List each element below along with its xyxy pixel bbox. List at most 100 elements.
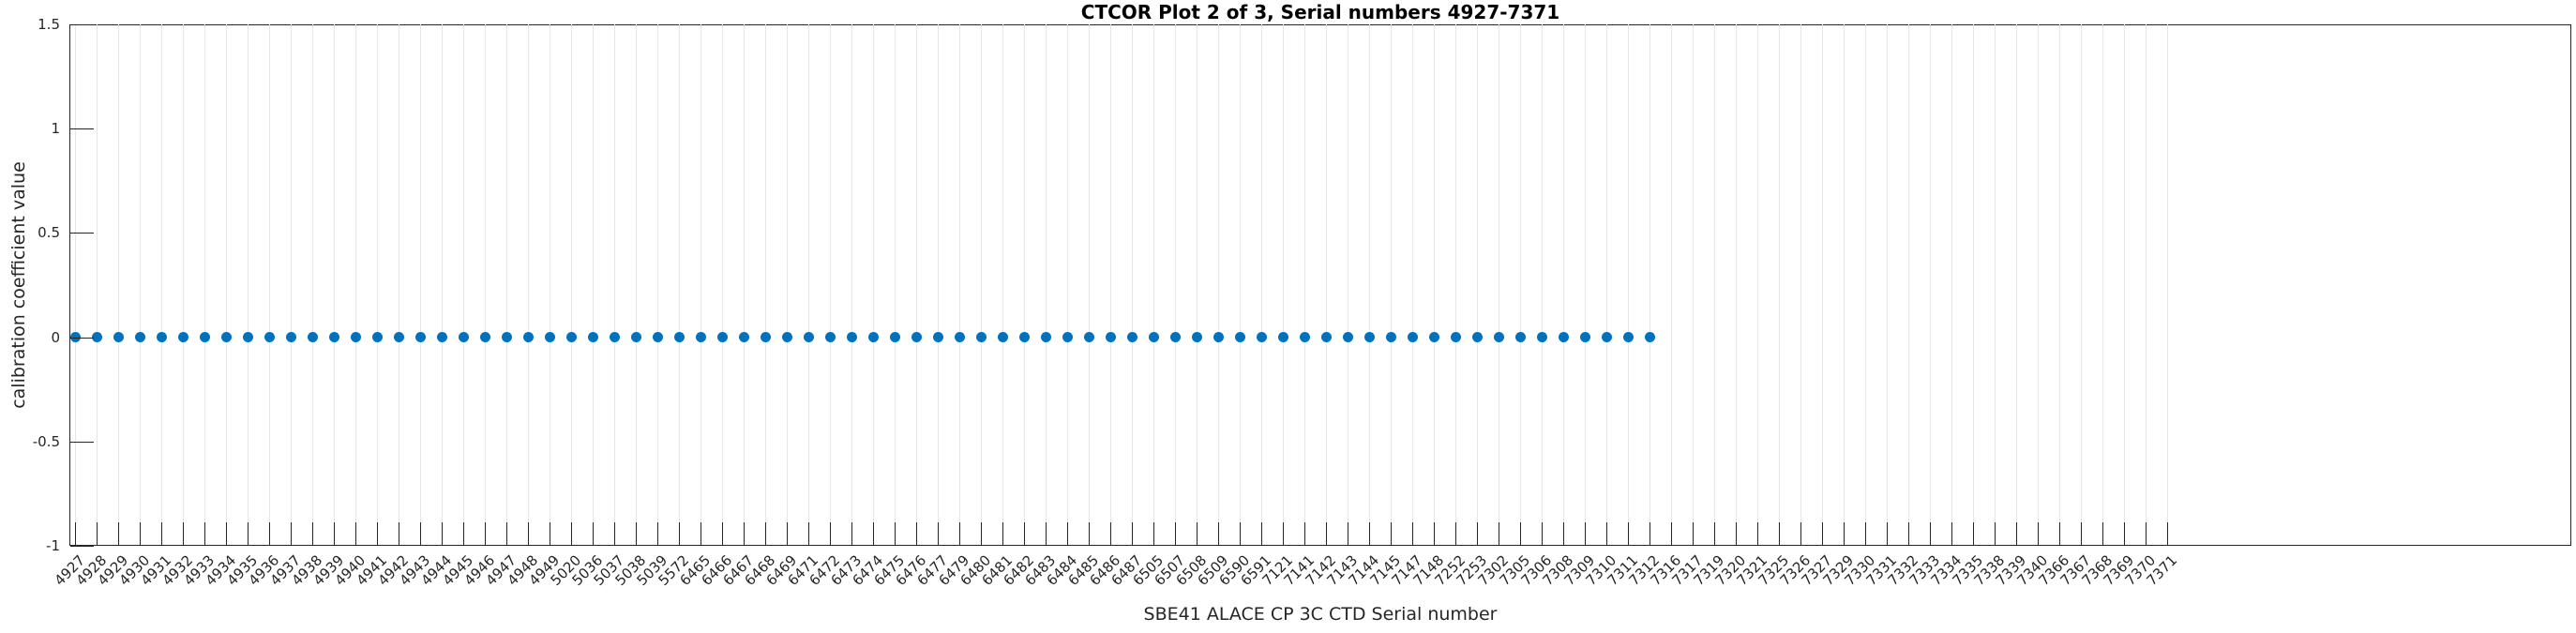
- x-gridline: [377, 24, 378, 546]
- x-tick-mark: [571, 522, 572, 546]
- x-gridline: [291, 24, 292, 546]
- x-tick-mark: [1908, 522, 1909, 546]
- x-gridline: [938, 24, 939, 546]
- x-tick-mark: [528, 522, 529, 546]
- x-gridline: [614, 24, 615, 546]
- data-point: [393, 332, 404, 343]
- data-point: [1213, 332, 1224, 343]
- x-tick-mark: [75, 522, 76, 546]
- x-tick-mark: [1434, 522, 1435, 546]
- x-tick-mark: [636, 522, 637, 546]
- x-gridline: [1693, 24, 1694, 546]
- x-gridline: [1391, 24, 1392, 546]
- y-tick-mark: [70, 233, 94, 234]
- x-tick-mark: [851, 522, 852, 546]
- x-gridline: [916, 24, 917, 546]
- x-tick-mark: [787, 522, 788, 546]
- x-gridline: [2146, 24, 2147, 546]
- data-point: [738, 332, 749, 343]
- x-tick-mark: [226, 522, 227, 546]
- x-tick-mark: [1153, 522, 1154, 546]
- x-tick-mark: [1520, 522, 1521, 546]
- data-point: [565, 332, 577, 343]
- x-tick-mark: [593, 522, 594, 546]
- y-tick-mark: [70, 337, 94, 339]
- x-tick-mark: [1477, 522, 1478, 546]
- y-tick-label: 1: [51, 120, 60, 138]
- x-tick-mark: [938, 522, 939, 546]
- x-tick-mark: [463, 522, 464, 546]
- data-point: [1407, 332, 1418, 343]
- x-tick-mark: [2059, 522, 2060, 546]
- x-gridline: [1067, 24, 1068, 546]
- data-point: [911, 332, 922, 343]
- x-gridline: [2167, 24, 2168, 546]
- x-gridline: [1844, 24, 1845, 546]
- x-tick-mark: [183, 522, 184, 546]
- x-gridline: [463, 24, 464, 546]
- x-gridline: [1218, 24, 1219, 546]
- x-tick-mark: [2167, 522, 2168, 546]
- data-point: [1018, 332, 1030, 343]
- x-tick-mark: [204, 522, 205, 546]
- x-gridline: [679, 24, 680, 546]
- y-tick-label: -1: [46, 537, 60, 554]
- x-tick-mark: [1542, 522, 1543, 546]
- y-tick-mark: [70, 24, 94, 25]
- data-point: [587, 332, 598, 343]
- data-point: [695, 332, 706, 343]
- x-tick-mark: [657, 522, 658, 546]
- x-gridline: [485, 24, 486, 546]
- data-point: [1191, 332, 1202, 343]
- data-point: [458, 332, 469, 343]
- data-point: [824, 332, 836, 343]
- x-gridline: [1973, 24, 1974, 546]
- data-point: [975, 332, 987, 343]
- x-tick-mark: [981, 522, 982, 546]
- x-gridline: [1606, 24, 1607, 546]
- x-gridline: [334, 24, 335, 546]
- data-point: [242, 332, 253, 343]
- x-gridline: [204, 24, 205, 546]
- x-gridline: [787, 24, 788, 546]
- data-point: [436, 332, 447, 343]
- data-point: [544, 332, 555, 343]
- data-point: [1256, 332, 1267, 343]
- x-tick-mark: [1844, 522, 1845, 546]
- x-gridline: [1477, 24, 1478, 546]
- x-tick-mark: [1132, 522, 1133, 546]
- x-gridline: [722, 24, 723, 546]
- data-point: [328, 332, 339, 343]
- data-point: [609, 332, 620, 343]
- x-gridline: [140, 24, 141, 546]
- x-gridline: [593, 24, 594, 546]
- data-point: [997, 332, 1008, 343]
- x-gridline: [1887, 24, 1888, 546]
- x-tick-mark: [1951, 522, 1952, 546]
- x-gridline: [1628, 24, 1629, 546]
- x-tick-mark: [118, 522, 119, 546]
- data-point: [1450, 332, 1461, 343]
- x-gridline: [183, 24, 184, 546]
- x-tick-mark: [1455, 522, 1456, 546]
- data-point: [1471, 332, 1483, 343]
- data-point: [479, 332, 490, 343]
- x-tick-mark: [291, 522, 292, 546]
- x-tick-mark: [1261, 522, 1262, 546]
- data-point: [1083, 332, 1094, 343]
- data-point: [760, 332, 771, 343]
- x-tick-mark: [420, 522, 421, 546]
- y-tick-label: 0.5: [38, 224, 60, 242]
- x-tick-mark: [1585, 522, 1586, 546]
- x-tick-mark: [959, 522, 960, 546]
- data-point: [1428, 332, 1439, 343]
- x-gridline: [1585, 24, 1586, 546]
- data-point: [177, 332, 188, 343]
- x-tick-mark: [355, 522, 356, 546]
- x-gridline: [765, 24, 766, 546]
- x-tick-mark: [485, 522, 486, 546]
- x-tick-mark: [140, 522, 141, 546]
- x-tick-mark: [377, 522, 378, 546]
- x-gridline: [528, 24, 529, 546]
